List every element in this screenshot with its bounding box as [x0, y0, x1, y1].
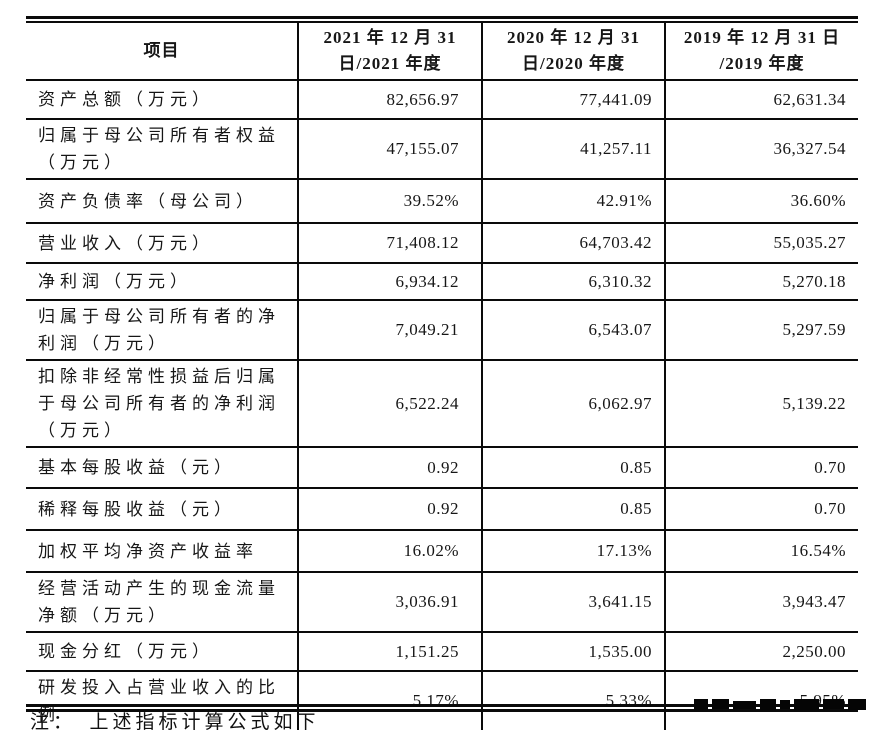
column-header-item: 项目	[143, 41, 180, 60]
header-row: 项目 2021 年 12 月 31 日/2021 年度 2020 年 12 月 …	[26, 23, 858, 80]
value-2020: 1,535.00	[481, 632, 665, 671]
row-label: 稀释每股收益（元）	[38, 499, 236, 519]
row-label: 基本每股收益（元）	[38, 458, 236, 477]
watermark-block	[780, 700, 790, 709]
table-row: 归属于母公司所有者的净 利润（万元） 7,049.21 6,543.07 5,2…	[26, 300, 858, 360]
watermark-fragment	[694, 699, 866, 712]
table-top-rule-thin	[26, 21, 858, 23]
value-2020: 3,641.15	[481, 572, 665, 632]
column-header-2020: 2020 年 12 月 31 日/2020 年度	[481, 23, 665, 80]
row-label: 现金分红（万元）	[38, 642, 214, 661]
value-2019: 5,270.18	[664, 263, 858, 300]
table-row: 现金分红（万元） 1,151.25 1,535.00 2,250.00	[26, 632, 858, 671]
value-2020: 0.85	[481, 447, 665, 488]
watermark-block	[793, 699, 820, 710]
watermark-block	[711, 699, 730, 709]
table-row: 经营活动产生的现金流量 净额（万元） 3,036.91 3,641.15 3,9…	[26, 572, 858, 632]
value-2019: 36,327.54	[664, 119, 858, 179]
value-2019: 2,250.00	[664, 632, 858, 671]
value-2019: 16.54%	[664, 530, 858, 572]
value-2021: 0.92	[297, 447, 482, 488]
value-2019: 0.70	[664, 447, 858, 488]
value-2019: 36.60%	[664, 179, 858, 223]
table-row: 资产负债率（母公司） 39.52% 42.91% 36.60%	[26, 179, 858, 223]
value-2020: 17.13%	[481, 530, 665, 572]
value-2021: 5.17%	[297, 671, 482, 730]
financial-indicators-table: 项目 2021 年 12 月 31 日/2021 年度 2020 年 12 月 …	[26, 23, 858, 730]
value-2020: 0.85	[481, 488, 665, 530]
value-2021: 16.02%	[297, 530, 482, 572]
table-row: 净利润（万元） 6,934.12 6,310.32 5,270.18	[26, 263, 858, 300]
value-2021: 47,155.07	[297, 119, 482, 179]
row-label: 扣除非经常性损益后归属 于母公司所有者的净利润 （万元）	[38, 367, 280, 440]
value-2020: 5.33%	[481, 671, 665, 730]
row-label: 资产总额（万元）	[38, 90, 214, 109]
value-2021: 6,522.24	[297, 360, 482, 447]
table-bottom-rule-upper	[26, 704, 858, 707]
watermark-block	[694, 699, 708, 710]
value-2021: 0.92	[297, 488, 482, 530]
value-2020: 77,441.09	[481, 80, 665, 119]
table-row: 资产总额（万元） 82,656.97 77,441.09 62,631.34	[26, 80, 858, 119]
row-label: 归属于母公司所有者权益 （万元）	[38, 126, 280, 172]
value-2021: 7,049.21	[297, 300, 482, 360]
value-2021: 3,036.91	[297, 572, 482, 632]
value-2019: 5,139.22	[664, 360, 858, 447]
value-2021: 71,408.12	[297, 223, 482, 263]
value-2020: 6,543.07	[481, 300, 665, 360]
row-label: 净利润（万元）	[38, 272, 192, 291]
value-2020: 42.91%	[481, 179, 665, 223]
table-row: 营业收入（万元） 71,408.12 64,703.42 55,035.27	[26, 223, 858, 263]
row-label: 资产负债率（母公司）	[38, 191, 258, 211]
watermark-block	[823, 699, 845, 709]
value-2020: 6,310.32	[481, 263, 665, 300]
table-top-rule-thick	[26, 16, 858, 19]
row-label: 营业收入（万元）	[38, 233, 214, 253]
value-2020: 64,703.42	[481, 223, 665, 263]
table-row: 加权平均净资产收益率 16.02% 17.13% 16.54%	[26, 530, 858, 572]
row-label: 经营活动产生的现金流量 净额（万元）	[38, 579, 280, 625]
value-2021: 1,151.25	[297, 632, 482, 671]
table-row: 基本每股收益（元） 0.92 0.85 0.70	[26, 447, 858, 488]
value-2019: 62,631.34	[664, 80, 858, 119]
value-2019: 5,297.59	[664, 300, 858, 360]
column-header-2019: 2019 年 12 月 31 日 /2019 年度	[664, 23, 858, 80]
table-bottom-rule-lower	[26, 709, 858, 712]
value-2019: 0.70	[664, 488, 858, 530]
watermark-block	[733, 701, 757, 709]
value-2021: 6,934.12	[297, 263, 482, 300]
watermark-block	[760, 699, 777, 710]
column-header-2021: 2021 年 12 月 31 日/2021 年度	[297, 23, 482, 80]
value-2021: 39.52%	[297, 179, 482, 223]
value-2021: 82,656.97	[297, 80, 482, 119]
watermark-block	[848, 699, 866, 710]
table-row: 扣除非经常性损益后归属 于母公司所有者的净利润 （万元） 6,522.24 6,…	[26, 360, 858, 447]
value-2020: 41,257.11	[481, 119, 665, 179]
value-2019: 3,943.47	[664, 572, 858, 632]
row-label: 加权平均净资产收益率	[38, 541, 258, 561]
table-row: 稀释每股收益（元） 0.92 0.85 0.70	[26, 488, 858, 530]
value-2019: 55,035.27	[664, 223, 858, 263]
table-row: 归属于母公司所有者权益 （万元） 47,155.07 41,257.11 36,…	[26, 119, 858, 179]
row-label: 归属于母公司所有者的净 利润（万元）	[38, 307, 280, 353]
footnote-text: 注： 上述指标计算公式如下	[30, 712, 320, 733]
value-2020: 6,062.97	[481, 360, 665, 447]
